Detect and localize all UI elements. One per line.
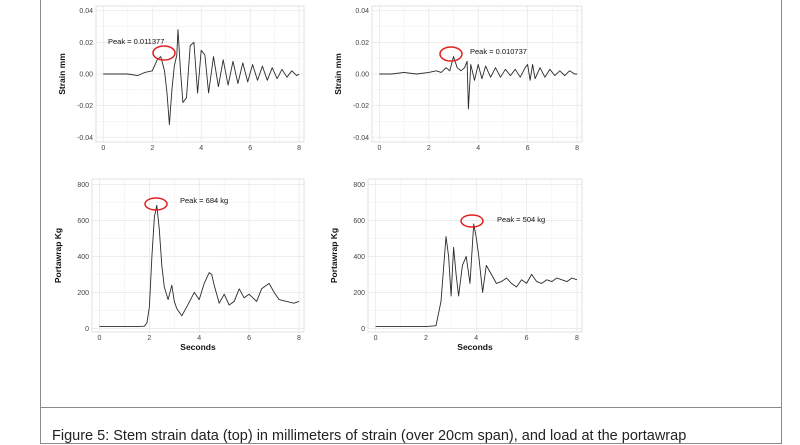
chart-panel-strain-left: 0 2 4 6 8 -0.04 -0.02 0.00 0.02 0.04 Strain mm Peak… xyxy=(57,5,305,152)
chart-2-x-tick-label-2: 4 xyxy=(197,335,201,342)
chart-2-y-tick-label-4: 800 xyxy=(77,182,89,189)
chart-3-x-tick-label-4: 8 xyxy=(575,335,579,342)
chart-1-x-tick-label-3: 6 xyxy=(526,145,530,152)
chart-2-y-tick-label-3: 600 xyxy=(77,218,89,225)
chart-2-peak-marker-circle xyxy=(144,197,168,211)
chart-0-y-axis-label: Strain mm xyxy=(57,53,67,95)
chart-0-x-tick-label-4: 8 xyxy=(297,145,301,152)
chart-2-x-axis-label: Seconds xyxy=(180,342,216,352)
chart-1-series-line-0 xyxy=(379,56,578,110)
chart-1-y-tick-label-4: 0.04 xyxy=(355,8,369,15)
chart-3-series-line-0 xyxy=(375,223,578,328)
chart-0-y-tick-label-3: 0.02 xyxy=(79,40,93,47)
chart-1-peak-marker-circle xyxy=(439,46,463,62)
chart-0-y-tick-label-2: 0.00 xyxy=(79,72,93,79)
chart-3-y-tick-label-2: 400 xyxy=(353,254,365,261)
chart-3-x-tick-label-2: 4 xyxy=(474,335,478,342)
chart-1-y-axis-label: Strain mm xyxy=(333,53,343,95)
chart-panel-load-right: 0 2 4 6 8 0 200 400 600 800 Portawrap Kg Seconds Pea… xyxy=(329,178,583,352)
chart-0-y-tick-label-0: -0.04 xyxy=(77,135,93,142)
chart-2-x-tick-label-4: 8 xyxy=(297,335,301,342)
chart-3-y-tick-label-0: 0 xyxy=(361,326,365,333)
chart-0-y-tick-label-1: -0.02 xyxy=(77,103,93,110)
chart-2-series-line-0 xyxy=(99,204,300,328)
caption-divider xyxy=(40,407,782,408)
chart-3-x-tick-label-1: 2 xyxy=(424,335,428,342)
chart-panel-strain-right: 0 2 4 6 8 -0.04 -0.02 0.00 0.02 0.04 Strain mm Peak… xyxy=(333,5,583,152)
chart-2-x-tick-label-0: 0 xyxy=(98,335,102,342)
chart-1-x-tick-label-0: 0 xyxy=(377,145,381,152)
chart-2-x-tick-label-1: 2 xyxy=(147,335,151,342)
chart-1-x-tick-label-2: 4 xyxy=(476,145,480,152)
chart-0-x-tick-label-1: 2 xyxy=(150,145,154,152)
chart-2-y-tick-label-1: 200 xyxy=(77,290,89,297)
chart-1-peak-annotation: Peak = 0.010737 xyxy=(470,47,527,56)
chart-3-y-tick-label-1: 200 xyxy=(353,290,365,297)
chart-2-peak-annotation: Peak = 684 kg xyxy=(180,196,228,205)
chart-2-x-tick-label-3: 6 xyxy=(247,335,251,342)
chart-0-x-tick-label-3: 6 xyxy=(248,145,252,152)
figure-caption: Figure 5: Stem strain data (top) in mill… xyxy=(52,428,687,444)
figure-frame xyxy=(40,0,782,444)
chart-2-y-tick-label-2: 400 xyxy=(77,254,89,261)
chart-3-y-tick-label-4: 800 xyxy=(353,182,365,189)
chart-panel-load-left: 0 2 4 6 8 0 200 400 600 800 Portawrap Kg Seconds Pea… xyxy=(53,178,305,352)
chart-3-peak-marker-circle xyxy=(460,214,484,228)
chart-2-y-tick-label-0: 0 xyxy=(85,326,89,333)
chart-2-plot-area xyxy=(91,178,305,333)
chart-3-plot-area xyxy=(367,178,583,333)
chart-3-x-tick-label-3: 6 xyxy=(525,335,529,342)
chart-1-x-tick-label-1: 2 xyxy=(427,145,431,152)
chart-0-y-tick-label-4: 0.04 xyxy=(79,8,93,15)
chart-1-y-tick-label-1: -0.02 xyxy=(353,103,369,110)
chart-3-x-tick-label-0: 0 xyxy=(374,335,378,342)
chart-1-x-tick-label-4: 8 xyxy=(575,145,579,152)
chart-0-x-tick-label-2: 4 xyxy=(199,145,203,152)
chart-1-y-tick-label-3: 0.02 xyxy=(355,40,369,47)
chart-3-x-axis-label: Seconds xyxy=(457,342,493,352)
chart-0-peak-annotation: Peak = 0.011377 xyxy=(108,37,164,46)
chart-0-series-line-0 xyxy=(103,29,300,126)
chart-3-peak-annotation: Peak = 504 kg xyxy=(497,215,545,224)
chart-3-y-axis-label: Portawrap Kg xyxy=(329,228,339,283)
chart-3-y-tick-label-3: 600 xyxy=(353,218,365,225)
chart-2-y-axis-label: Portawrap Kg xyxy=(53,228,63,283)
chart-1-y-tick-label-0: -0.04 xyxy=(353,135,369,142)
chart-1-y-tick-label-2: 0.00 xyxy=(355,72,369,79)
chart-0-peak-marker-circle xyxy=(152,45,176,61)
chart-0-x-tick-label-0: 0 xyxy=(101,145,105,152)
